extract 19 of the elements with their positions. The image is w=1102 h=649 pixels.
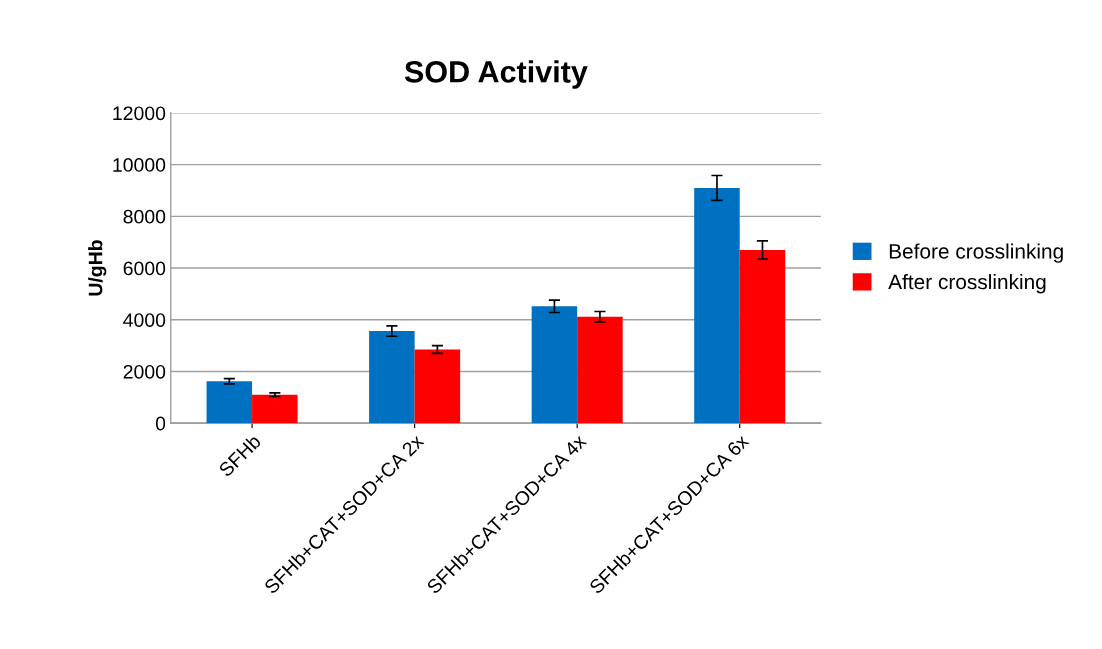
bar xyxy=(414,349,461,424)
y-tick-label: 12000 xyxy=(113,106,166,121)
legend-label: Before crosslinking xyxy=(889,243,1063,263)
bar xyxy=(577,316,623,424)
chart-title: SOD Activity xyxy=(404,60,588,89)
bar xyxy=(369,331,415,424)
y-tick-label: 6000 xyxy=(123,261,166,276)
y-tick-label: 10000 xyxy=(113,158,166,172)
legend-label: After crosslinking xyxy=(888,273,1046,294)
bar xyxy=(252,394,298,424)
y-tick-label: 2000 xyxy=(123,364,166,379)
y-tick-label: 8000 xyxy=(123,209,166,224)
bar xyxy=(739,249,786,424)
bar xyxy=(206,381,253,424)
y-tick-label: 0 xyxy=(155,416,166,431)
bar xyxy=(694,187,740,424)
bar xyxy=(531,306,578,424)
y-tick-label: 4000 xyxy=(123,313,166,327)
y-axis-title: U/gHb xyxy=(88,240,107,296)
